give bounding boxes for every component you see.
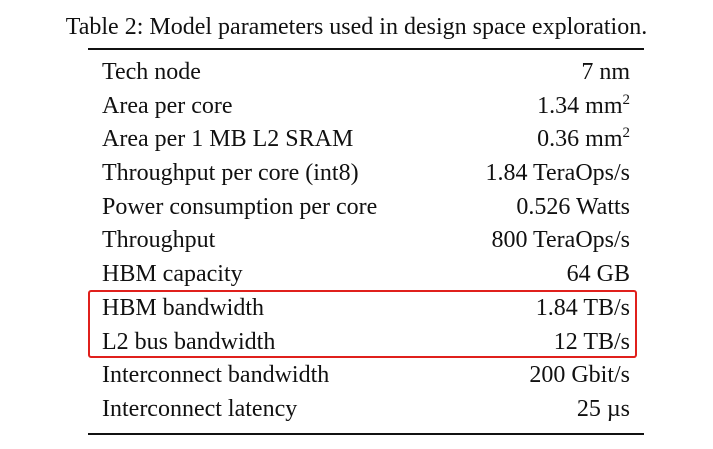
unit-exponent: 2 — [622, 125, 631, 142]
table-row-l2-bus-bandwidth: L2 bus bandwidth 12 TB/s — [88, 326, 644, 360]
table-bottom-rule — [88, 432, 644, 435]
table-row-throughput: Throughput 800 TeraOps/s — [88, 224, 644, 258]
param-name: Power consumption per core — [102, 193, 378, 220]
param-name: Throughput per core (int8) — [102, 160, 359, 187]
table-row-hbm-bandwidth: HBM bandwidth 1.84 TB/s — [88, 292, 644, 326]
table-row-tech-node: Tech node 7 nm — [88, 56, 644, 90]
parameters-table: Tech node 7 nm Area per core 1.34 mm2 Ar… — [88, 48, 644, 435]
param-name: L2 bus bandwidth — [102, 328, 276, 355]
param-value: 800 TeraOps/s — [491, 227, 630, 254]
param-value: 12 TB/s — [553, 328, 630, 355]
param-value: 1.84 TeraOps/s — [485, 160, 630, 187]
param-name: Interconnect latency — [102, 395, 298, 422]
param-name: Area per core — [102, 92, 233, 119]
param-name: Tech node — [102, 59, 201, 85]
param-value: 0.526 Watts — [516, 193, 630, 220]
param-value: 1.34 mm2 — [537, 91, 631, 119]
param-name: Throughput — [102, 227, 216, 254]
table-body: Tech node 7 nm Area per core 1.34 mm2 Ar… — [88, 50, 644, 433]
table-caption: Table 2: Model parameters used in design… — [65, 14, 648, 40]
param-name: Area per 1 MB L2 SRAM — [102, 126, 354, 153]
unit-exponent: 2 — [622, 91, 631, 108]
table-row-interconnect-bandwidth: Interconnect bandwidth 200 Gbit/s — [88, 359, 644, 393]
param-value: 1.84 TB/s — [535, 294, 630, 321]
param-value: 7 nm — [581, 59, 630, 85]
param-value: 64 GB — [566, 261, 630, 288]
table-row-interconnect-latency: Interconnect latency 25 µs — [88, 393, 644, 427]
param-name: HBM capacity — [102, 261, 243, 288]
param-value: 25 µs — [576, 395, 630, 422]
param-value: 200 Gbit/s — [529, 362, 630, 389]
param-value: 0.36 mm2 — [537, 125, 631, 153]
table-row-power-per-core: Power consumption per core 0.526 Watts — [88, 191, 644, 225]
param-name: HBM bandwidth — [102, 294, 264, 321]
table-row-area-per-core: Area per core 1.34 mm2 — [88, 90, 644, 124]
param-name: Interconnect bandwidth — [102, 362, 330, 389]
table-row-throughput-per-core: Throughput per core (int8) 1.84 TeraOps/… — [88, 157, 644, 191]
table-row-area-l2-sram: Area per 1 MB L2 SRAM 0.36 mm2 — [88, 123, 644, 157]
table-top-rule — [88, 48, 644, 50]
table-row-hbm-capacity: HBM capacity 64 GB — [88, 258, 644, 292]
